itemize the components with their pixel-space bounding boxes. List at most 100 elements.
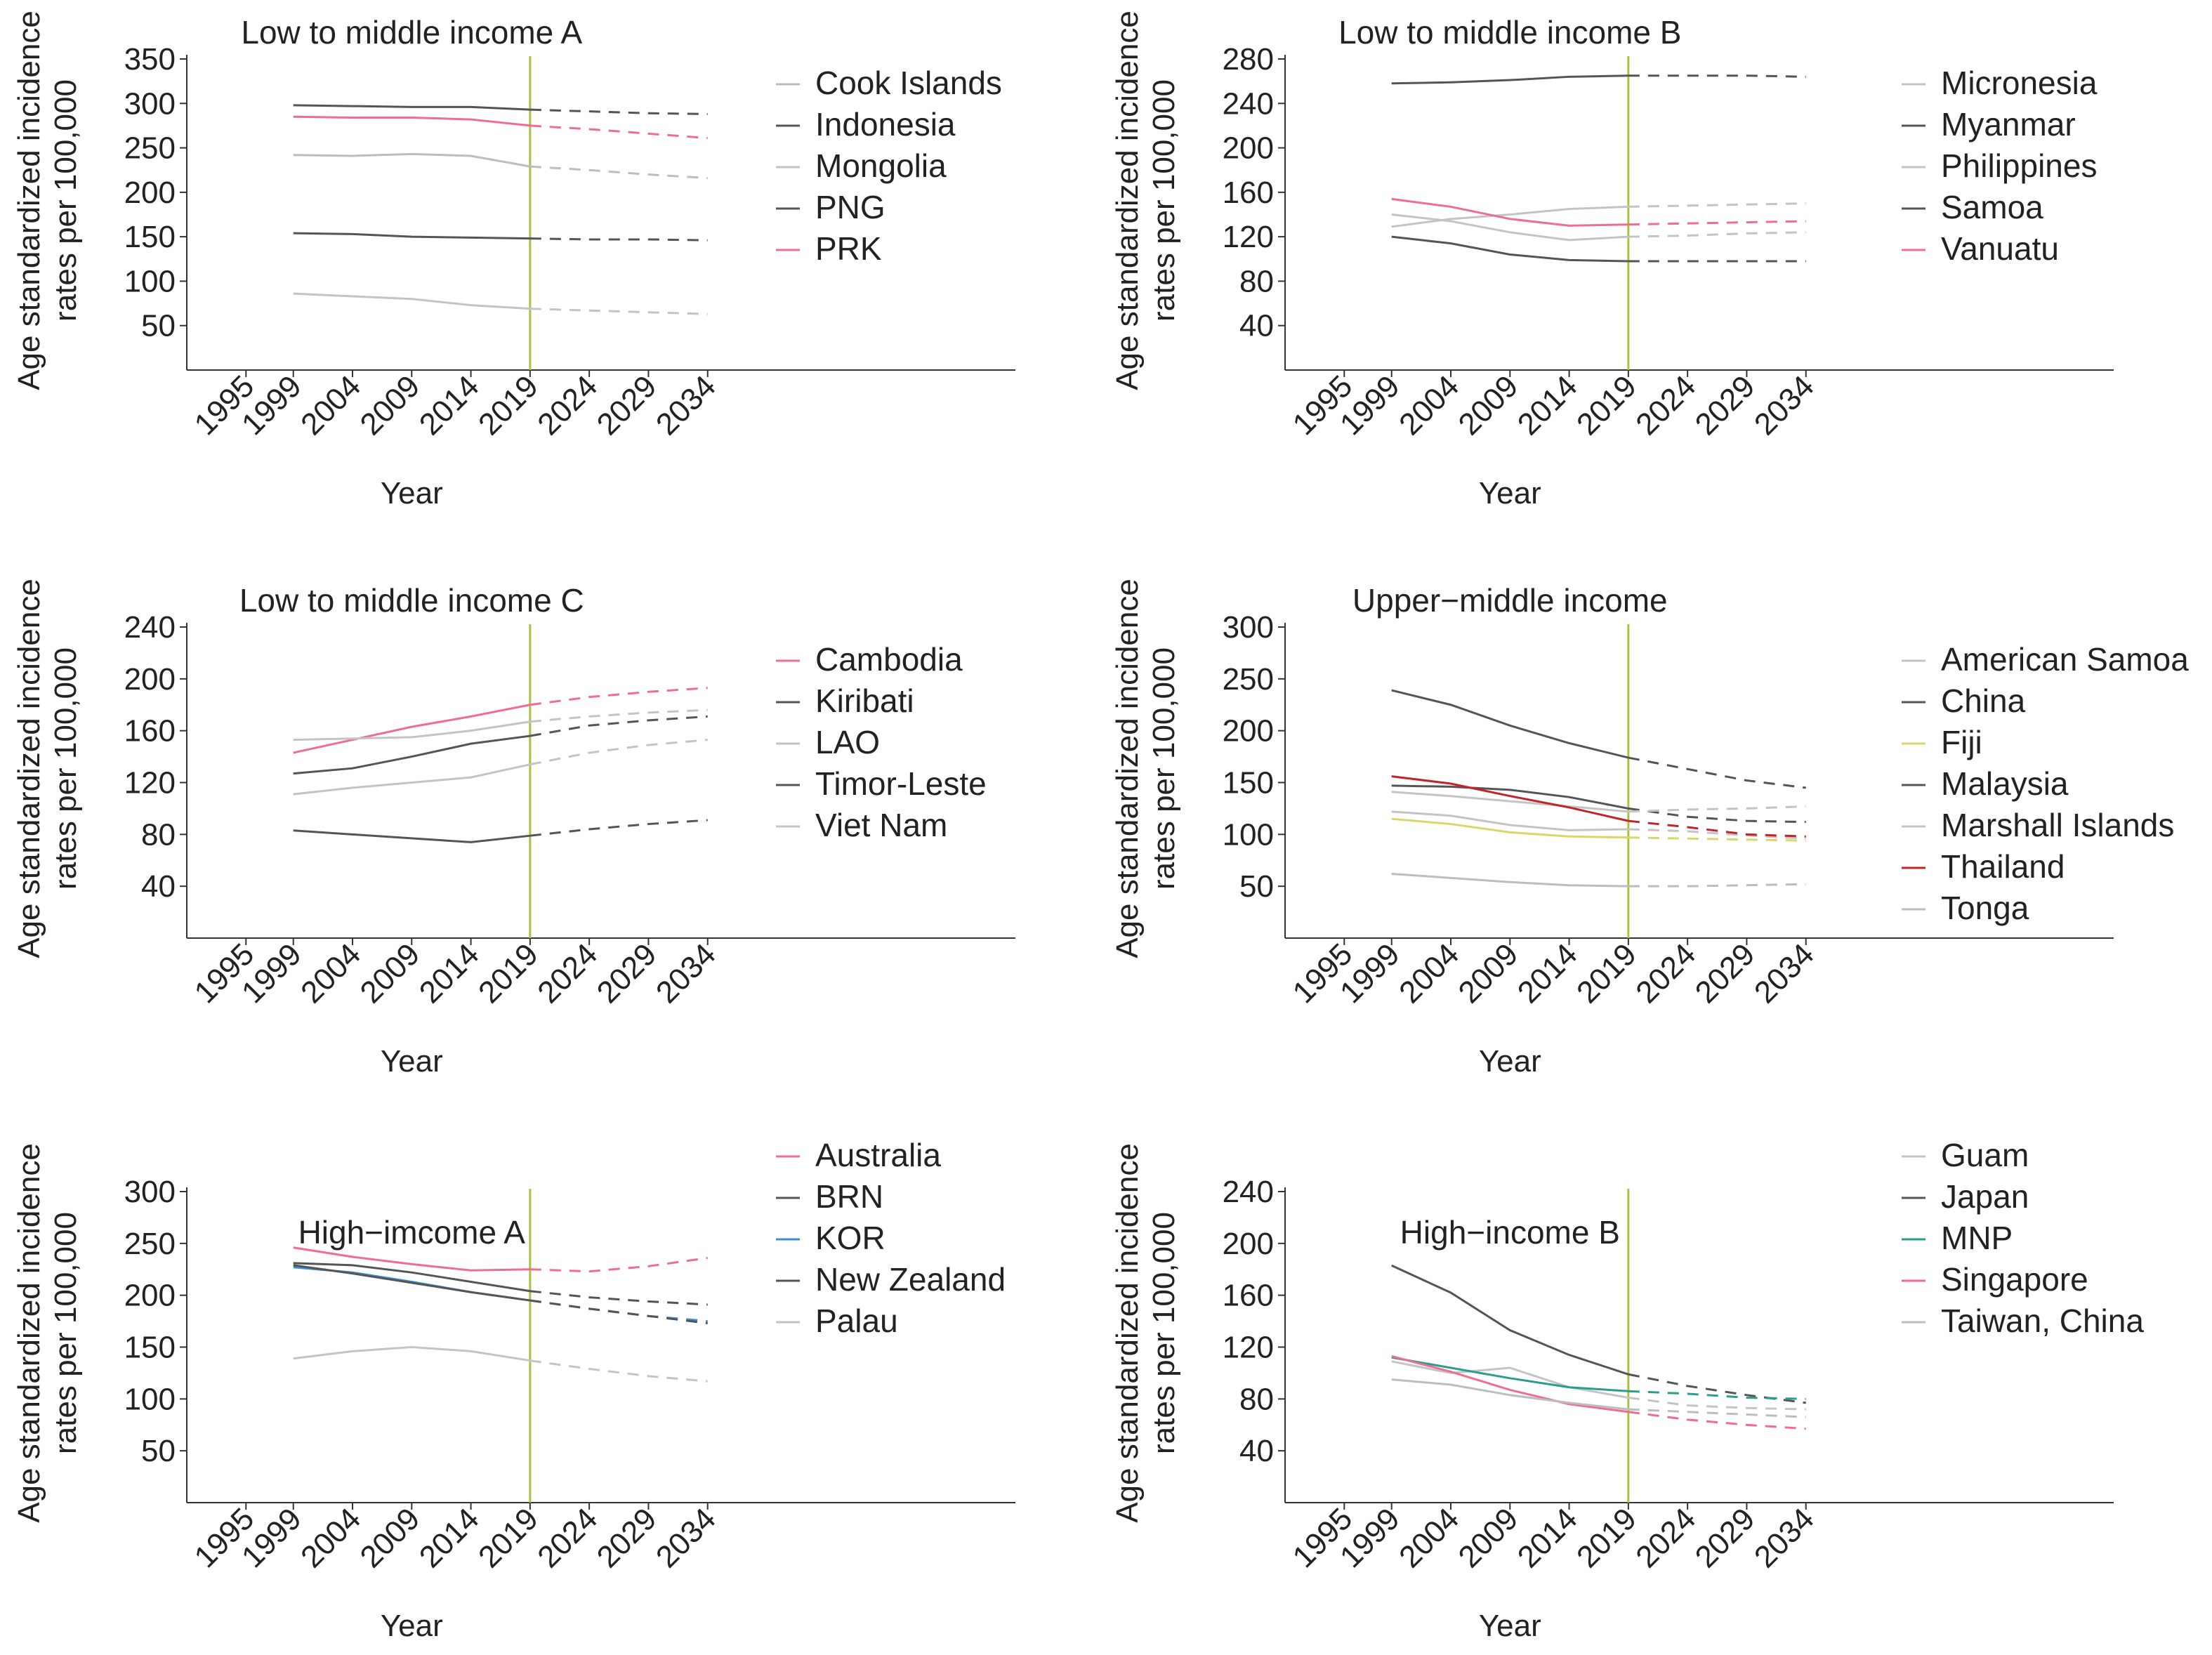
y-axis-title: rates per 100,000 xyxy=(48,647,83,890)
legend-label: MNP xyxy=(1941,1220,2013,1256)
y-tick-label: 280 xyxy=(1223,42,1274,77)
x-tick-label: 2019 xyxy=(472,937,545,1010)
series-line xyxy=(293,232,530,240)
chart-panel: 4080120160200240199519992004200920142019… xyxy=(12,579,1015,1079)
series-line-forecast xyxy=(1628,819,1806,838)
y-tick-label: 200 xyxy=(124,662,176,697)
series-line xyxy=(1391,784,1629,810)
legend-label: LAO xyxy=(815,724,880,760)
legend-label: Palau xyxy=(815,1303,898,1339)
x-tick-label: 2004 xyxy=(1393,937,1466,1010)
x-tick-label: 2029 xyxy=(1689,937,1762,1010)
x-tick-label: 2019 xyxy=(1570,937,1643,1010)
y-tick-label: 150 xyxy=(124,220,176,254)
series-line xyxy=(293,1264,531,1302)
x-tick-label: 2004 xyxy=(1393,1501,1466,1574)
x-tick-label: 2024 xyxy=(1629,937,1702,1010)
y-tick-label: 200 xyxy=(1223,131,1274,166)
y-tick-label: 250 xyxy=(124,131,176,166)
y-tick-label: 50 xyxy=(141,1434,176,1468)
x-tick-label: 2034 xyxy=(1748,1501,1821,1574)
y-tick-label: 40 xyxy=(1239,1434,1274,1468)
legend-label: BRN xyxy=(815,1178,883,1215)
series-line xyxy=(1391,1264,1629,1376)
y-tick-label: 160 xyxy=(1223,176,1274,210)
y-tick-label: 150 xyxy=(124,1331,176,1365)
x-tick-label: 2014 xyxy=(413,937,486,1010)
legend-label: Cambodia xyxy=(815,641,963,678)
x-tick-label: 2024 xyxy=(531,1501,604,1574)
x-tick-label: 2034 xyxy=(650,1501,723,1574)
legend-label: Mongolia xyxy=(815,147,947,184)
x-tick-label: 2019 xyxy=(472,369,545,442)
legend-label: China xyxy=(1941,683,2026,719)
series-line xyxy=(1391,1378,1629,1411)
x-tick-label: 2034 xyxy=(650,937,723,1010)
chart-title: Low to middle income A xyxy=(241,14,582,51)
series-line xyxy=(1391,213,1628,242)
x-tick-label: 2029 xyxy=(591,369,664,442)
x-tick-label: 2009 xyxy=(1451,369,1525,442)
legend-label: Viet Nam xyxy=(815,807,947,843)
series-line-forecast xyxy=(1628,220,1806,226)
y-tick-label: 240 xyxy=(124,610,176,645)
y-tick-label: 200 xyxy=(124,1279,176,1313)
series-line xyxy=(293,763,531,796)
series-line-forecast xyxy=(1628,807,1806,824)
chart-panel: 5010015020025030019951999200420092014201… xyxy=(12,1137,1015,1643)
chart-title: Low to middle income C xyxy=(239,582,584,619)
x-tick-label: 2034 xyxy=(1748,937,1821,1010)
series-line xyxy=(1391,775,1629,822)
series-line xyxy=(293,292,530,310)
series-line-forecast xyxy=(1628,836,1806,842)
series-line-forecast xyxy=(1628,1408,1806,1418)
y-tick-label: 300 xyxy=(1223,610,1274,645)
y-tick-label: 100 xyxy=(124,264,176,298)
y-tick-label: 200 xyxy=(124,176,176,210)
x-tick-label: 2009 xyxy=(1451,1501,1525,1574)
x-tick-label: 2009 xyxy=(353,1501,426,1574)
x-tick-label: 2014 xyxy=(413,369,486,442)
legend-label: Guam xyxy=(1941,1137,2029,1173)
series-line-forecast xyxy=(1628,1397,1806,1411)
series-line-forecast xyxy=(529,739,708,766)
series-line xyxy=(1391,872,1628,888)
legend-label: Kiribati xyxy=(815,683,914,719)
y-axis-title: Age standardized incidence xyxy=(12,579,46,958)
series-line xyxy=(293,104,530,111)
series-line-forecast xyxy=(1628,883,1806,888)
legend-label: Indonesia xyxy=(815,106,956,143)
y-tick-label: 200 xyxy=(1223,714,1274,749)
x-axis-title: Year xyxy=(381,1609,443,1643)
series-line xyxy=(293,704,531,754)
series-line xyxy=(293,1262,531,1293)
series-line-forecast xyxy=(529,715,708,737)
legend-label: Marshall Islands xyxy=(1941,807,2174,843)
y-tick-label: 50 xyxy=(141,309,176,343)
legend-label: American Samoa xyxy=(1941,641,2189,678)
series-line xyxy=(293,152,531,168)
y-tick-label: 80 xyxy=(1239,1382,1274,1416)
y-axis-title: Age standardized incidence xyxy=(12,1143,46,1523)
y-tick-label: 350 xyxy=(124,42,176,77)
chart-panel: 5010015020025030019951999200420092014201… xyxy=(1110,579,2189,1079)
y-axis-title: rates per 100,000 xyxy=(1147,1212,1181,1454)
y-tick-label: 160 xyxy=(124,714,176,749)
series-line xyxy=(1391,74,1628,85)
series-line-forecast xyxy=(1628,1411,1806,1430)
x-tick-label: 2019 xyxy=(1570,1501,1643,1574)
x-tick-label: 2034 xyxy=(650,369,723,442)
y-tick-label: 120 xyxy=(1223,1331,1274,1365)
legend-label: Tonga xyxy=(1941,890,2029,926)
x-tick-label: 2034 xyxy=(1748,369,1821,442)
series-line-forecast xyxy=(529,1299,708,1325)
legend-label: PRK xyxy=(815,230,882,267)
series-line-forecast xyxy=(1628,231,1806,238)
legend-label: Timor-Leste xyxy=(815,765,987,802)
chart-panel: 4080120160200240199519992004200920142019… xyxy=(1110,1137,2144,1643)
y-tick-label: 300 xyxy=(124,86,176,121)
chart-title: Upper−middle income xyxy=(1352,582,1668,619)
legend-label: Vanuatu xyxy=(1941,230,2059,267)
series-line-forecast xyxy=(529,237,708,242)
y-tick-label: 250 xyxy=(124,1227,176,1261)
